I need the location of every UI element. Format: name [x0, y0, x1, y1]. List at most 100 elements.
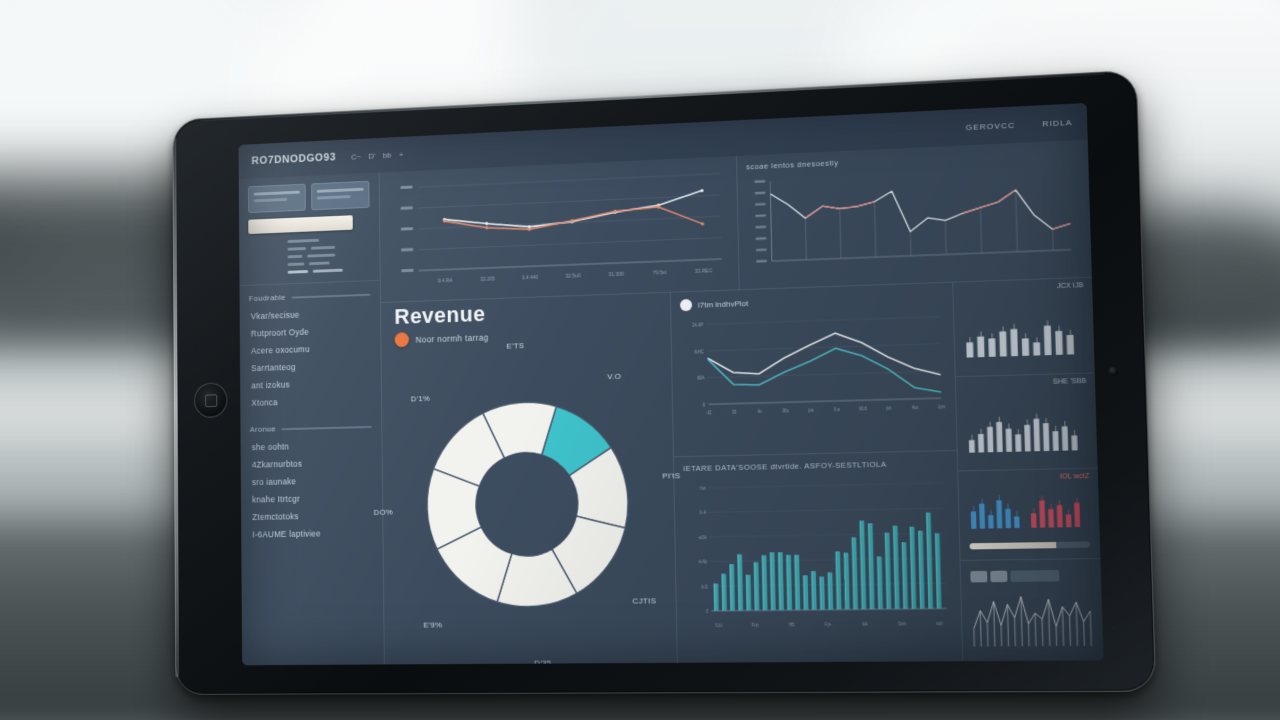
mini-candles-panel-colored[interactable]: IOL wctZ — [958, 468, 1101, 561]
sidebar-item-0[interactable]: Vkar/secisue — [250, 309, 300, 322]
topbar-chips: C~ D' bb + — [351, 150, 403, 161]
svg-text:nub: nub — [936, 620, 943, 626]
top-chart-row: 9.4.RA 33.205 3.4.440 32.5u0 31.300 79.5st 33.… — [379, 139, 1092, 304]
svg-text:33.REC: 33.REC — [695, 268, 713, 275]
svg-text:A-D: A-D — [701, 584, 708, 590]
tablet-screen: RO7DNODGO93 C~ D' bb + GEROVCC RIDLA — [238, 103, 1104, 666]
list-item — [287, 268, 371, 274]
svg-text:jun: jun — [885, 405, 892, 411]
tablet-device: RO7DNODGO93 C~ D' bb + GEROVCC RIDLA — [172, 69, 1157, 695]
sidebar-item-6[interactable]: she oohtn — [251, 441, 290, 453]
donut-slice-label: V.O — [607, 371, 622, 381]
svg-text:Smn: Smn — [898, 621, 907, 627]
segment-button[interactable] — [970, 570, 988, 583]
svg-text:79.5st: 79.5st — [653, 270, 667, 277]
sidebar-item-7[interactable]: 4Zkarnurbtos — [251, 458, 303, 470]
list-item — [287, 252, 371, 259]
kpi-card[interactable] — [311, 180, 370, 211]
svg-text:31.300: 31.300 — [609, 271, 624, 278]
legend-dot-icon — [679, 298, 693, 312]
main-content: 9.4.RA 33.205 3.4.440 32.5u0 31.300 79.5st 33.… — [374, 139, 1104, 665]
sawtooth-chart-panel[interactable]: scoae lentos dnesoestiy — [737, 140, 1092, 290]
button-group[interactable] — [970, 569, 1091, 583]
sidebar-item-8[interactable]: sro iaunake — [251, 476, 297, 488]
progress-bar[interactable] — [969, 541, 1091, 550]
chevron-down-icon[interactable]: + — [398, 149, 404, 159]
right-widget-column: JCX IJB SHE 'SBB IOL wctZ — [953, 277, 1104, 662]
sidebar-mini-stat-list — [248, 237, 370, 275]
donut-slice-label: DO% — [373, 506, 393, 516]
svg-text:r'un: r'un — [700, 485, 707, 491]
sidebar-item-5[interactable]: Xtonca — [251, 397, 278, 408]
svg-text:Fyt-: Fyt- — [825, 621, 832, 627]
svg-text:38u: 38u — [782, 408, 789, 414]
mini-candles-panel-1[interactable]: JCX IJB — [953, 277, 1095, 377]
svg-text:-32: -32 — [706, 410, 712, 416]
topbar-chip[interactable]: bb — [382, 150, 392, 160]
donut-slice-label: E'TS — [506, 341, 525, 351]
donut-slice-label: E'9% — [423, 619, 443, 629]
donut-chart: V.O PI'tS CJTIS D'35 E'9% DO% D'1% E'TS — [374, 340, 681, 665]
revenue-donut-wrap: Revenue Noor normh tarrag V.O PI'tS CJTIS D… — [374, 293, 681, 665]
svg-text:Frip: Frip — [752, 622, 759, 628]
flow-line-chart: 24.AP 8-HC 60A 0-32 30 4u 38u joa 6.a 60.8 jun 4uu 1… — [692, 304, 946, 416]
mini-chart-label-2: SHE 'SBB — [1052, 377, 1087, 386]
donut-slice-label: CJTIS — [632, 595, 657, 605]
mini-chart-label-3: IOL wctZ — [1059, 472, 1090, 481]
sidebar-item-1[interactable]: Rutproort Oyde — [250, 326, 310, 339]
svg-text:IL-A: IL-A — [699, 510, 706, 516]
svg-text:ILIu: ILIu — [716, 622, 723, 628]
sawtooth-line-chart — [754, 159, 1082, 280]
main-chart-row: Revenue Noor normh tarrag V.O PI'tS CJTIS D… — [374, 277, 1104, 665]
revenue-panel[interactable]: Revenue Noor normh tarrag V.O PI'tS CJTIS D… — [374, 292, 681, 665]
donut-slice-label: D'1% — [410, 393, 431, 403]
sidebar-nav-secondary: she oohtn 4Zkarnurbtos sro iaunake knahe… — [241, 434, 383, 548]
app-brand: RO7DNODGO93 — [251, 151, 337, 168]
topbar-right-group: GEROVCC RIDLA — [966, 117, 1073, 131]
sidebar-nav-primary: Vkar/secisue Rutproort Oyde Acere oxocum… — [240, 302, 382, 417]
list-item — [287, 237, 369, 243]
svg-text:33.205: 33.205 — [480, 276, 495, 283]
dashboard-app: RO7DNODGO93 C~ D' bb + GEROVCC RIDLA — [238, 103, 1104, 666]
svg-text:24.AP: 24.AP — [692, 322, 703, 329]
svg-text:3.4.440: 3.4.440 — [522, 275, 539, 282]
sidebar-section-label-2: Aronue — [249, 424, 277, 434]
sidebar-item-2[interactable]: Acere oxocumu — [251, 344, 310, 356]
legend-label: Noor normh tarrag — [415, 332, 489, 345]
svg-text:32.5u0: 32.5u0 — [565, 273, 580, 280]
sidebar: Foudrable Vkar/secisue Rutproort Oyde Ac… — [238, 172, 385, 666]
legend-dot-icon — [394, 332, 409, 348]
sidebar-item-10[interactable]: Ztemctotoks — [252, 511, 299, 522]
segment-button[interactable] — [990, 570, 1008, 583]
divider — [291, 293, 371, 299]
sidebar-item-9[interactable]: knahe Itrtcgr — [252, 493, 301, 505]
kpi-card[interactable] — [248, 183, 306, 214]
sidebar-kpi-block — [238, 172, 380, 287]
flow-chart-panel[interactable]: i7tm indhvPlot 24.AP 8-HC 60A 0 -32 30 4u 38u jo… — [670, 282, 958, 458]
topbar-menu-item[interactable]: GEROVCC — [965, 120, 1016, 132]
center-column: i7tm indhvPlot 24.AP 8-HC 60A 0 -32 30 4u 38u jo… — [670, 282, 964, 663]
svg-text:1yrs: 1yrs — [938, 403, 946, 409]
trend-chart-panel[interactable]: 9.4.RA 33.205 3.4.440 32.5u0 31.300 79.5st 33.… — [379, 155, 740, 303]
svg-text:4u: 4u — [757, 408, 762, 414]
topbar-chip[interactable]: D' — [368, 151, 376, 161]
trend-line-chart: 9.4.RA 33.205 3.4.440 32.5u0 31.300 79.5st 33.… — [400, 163, 729, 285]
bars-panel[interactable]: IETARE DATA'SOOSE dtvrtide. ASFOY-SESTLT… — [673, 450, 964, 663]
svg-text:IkA: IkA — [862, 621, 868, 627]
mini-sparkline-panel[interactable] — [961, 559, 1104, 661]
topbar-chip[interactable]: C~ — [351, 151, 361, 161]
svg-text:A-Nu: A-Nu — [699, 559, 708, 565]
mini-candles-panel-2[interactable]: SHE 'SBB — [955, 372, 1098, 472]
list-item — [287, 244, 370, 251]
segment-button-wide[interactable] — [1010, 569, 1060, 582]
sidebar-item-11[interactable]: I-6AUME laptiviee — [252, 528, 322, 540]
mini-chart-label-1: JCX IJB — [1056, 282, 1084, 291]
selected-highlight-bar[interactable] — [248, 215, 353, 235]
sidebar-item-4[interactable]: ant izokus — [251, 379, 290, 391]
kpi-card-row — [248, 180, 370, 214]
sidebar-item-3[interactable]: Sarrtanteog — [251, 362, 296, 374]
topbar-menu-item[interactable]: RIDLA — [1042, 117, 1073, 129]
svg-text:60.8: 60.8 — [859, 406, 867, 412]
app-body: Foudrable Vkar/secisue Rutproort Oyde Ac… — [238, 139, 1104, 666]
